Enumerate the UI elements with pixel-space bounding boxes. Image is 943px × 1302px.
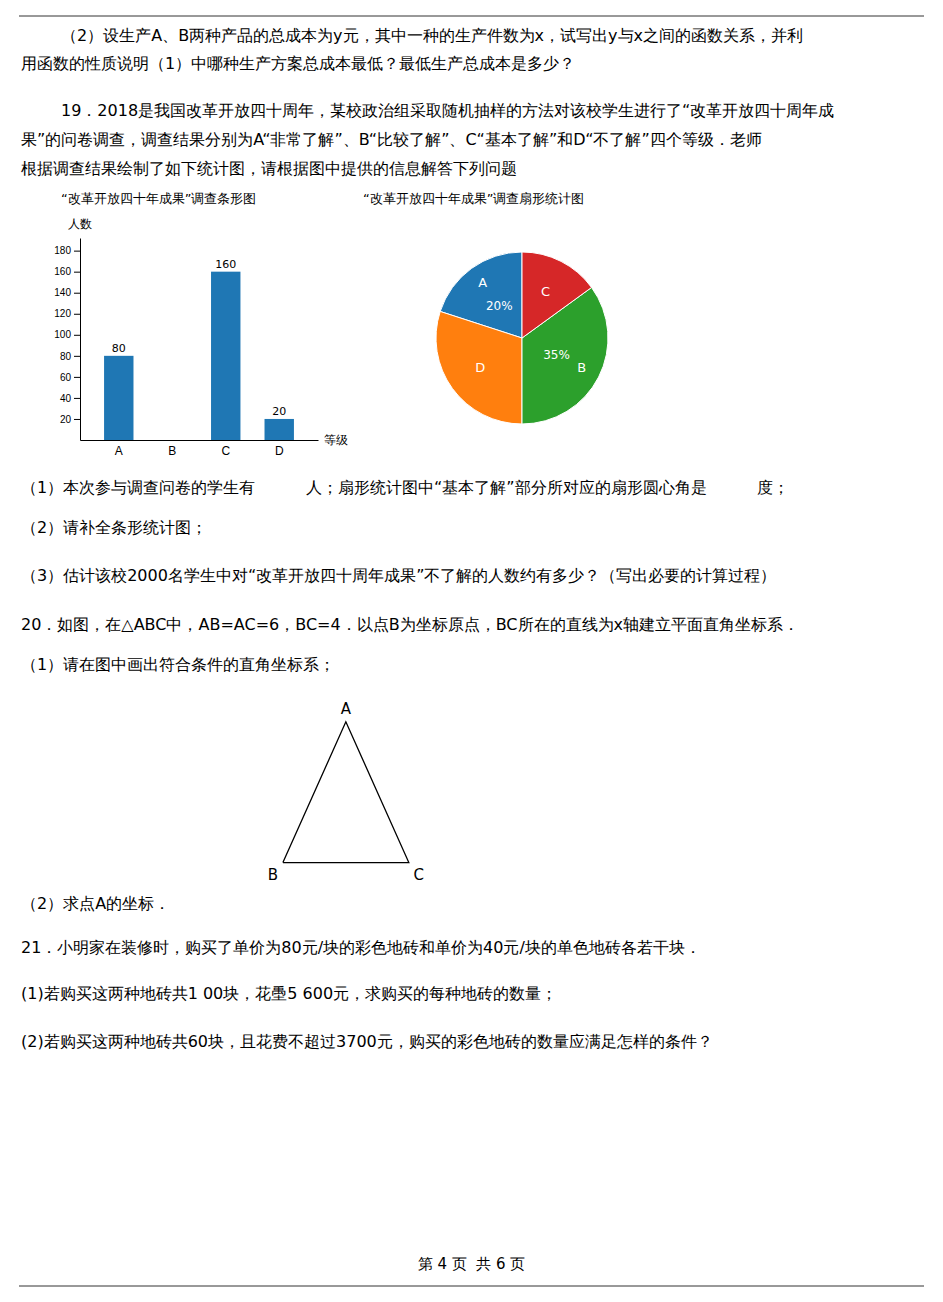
y-tick-label: 20 <box>60 414 72 425</box>
x-tick: B <box>168 444 176 458</box>
slice-value-label: 20% <box>486 299 513 313</box>
x-axis: A B C D <box>81 441 319 458</box>
footer: 第 4 页 共 6 页 <box>418 1255 526 1273</box>
y-tick-mark <box>74 314 80 315</box>
slices <box>436 252 608 424</box>
paragraph-text: 根据调查结果绘制了如下统计图，请根据图中提供的信息解答下列问题 <box>21 159 517 178</box>
y-tick-label: 80 <box>60 351 72 362</box>
x-axis-line <box>81 440 319 441</box>
pie-slice <box>522 252 592 338</box>
bottom-rule <box>19 1286 924 1287</box>
paragraph-text: （2）求点A的坐标． <box>21 894 170 913</box>
triangle-figure: A B C <box>268 700 424 884</box>
x-tick-label: D <box>275 444 284 458</box>
bars <box>104 272 294 440</box>
slice-category: D <box>475 360 485 375</box>
y-tick: 20 <box>60 414 80 425</box>
y-tick-mark <box>74 419 80 420</box>
paragraph-text: （1）本次参与调查问卷的学生有 人；扇形统计图中“基本了解”部分所对应的扇形圆心… <box>21 478 789 497</box>
y-tick-mark <box>74 272 80 273</box>
paragraph-text: 果”的问卷调查，调查结果分别为A“非常了解”、B“比较了解”、C“基本了解”和D… <box>21 130 762 149</box>
paragraph-text: 20．如图，在△ABC中，AB=AC=6，BC=4．以点B为坐标原点，BC所在的… <box>21 615 799 634</box>
slice-category: B <box>577 360 586 375</box>
y-tick-mark <box>74 356 80 357</box>
y-tick-label: 100 <box>54 329 71 340</box>
y-tick-label: 40 <box>60 393 72 404</box>
paragraph-text: （2）请补全条形统计图； <box>21 518 207 537</box>
y-tick-label: 140 <box>54 287 71 298</box>
y-tick-label: 120 <box>54 308 71 319</box>
page: （2）设生产A、B两种产品的总成本为y元，其中一种的生产件数为x，试写出y与x之… <box>0 0 943 1302</box>
x-axis-title: 等级 <box>324 433 348 447</box>
vertex-label: A <box>341 700 352 718</box>
y-tick-mark <box>74 293 80 294</box>
x-tick-label: C <box>221 444 230 458</box>
y-tick: 80 <box>60 351 80 362</box>
paragraph-text: 21．小明家在装修时，购买了单价为80元/块的彩色地砖和单价为40元/块的单色地… <box>21 938 701 957</box>
y-tick-label: 160 <box>54 266 71 277</box>
y-tick-mark <box>74 377 80 378</box>
paragraph-text: （1）请在图中画出符合条件的直角坐标系； <box>21 655 335 674</box>
paragraph-text: 用函数的性质说明（1）中哪种生产方案总成本最低？最低生产总成本是多少？ <box>21 54 575 73</box>
chart-title: “改革开放四十年成果”调查条形图 <box>61 191 256 206</box>
y-tick: 180 <box>54 245 80 256</box>
bar <box>158 440 187 441</box>
triangle <box>283 722 409 863</box>
y-tick-label: 180 <box>54 245 71 256</box>
vertex-label: C <box>414 866 424 884</box>
data-label: 80 <box>112 342 126 355</box>
slice-labels: A 20% D B 35% C <box>475 275 586 375</box>
y-axis-line <box>80 239 81 441</box>
y-tick: 120 <box>54 308 80 319</box>
y-axis-title: 人数 <box>68 217 92 231</box>
pie-chart: “改革开放四十年成果”调查扇形统计图 A 20% D B 35% C <box>363 191 608 424</box>
slice-category: A <box>478 275 487 290</box>
x-tick-label: B <box>168 444 176 458</box>
bar-chart: “改革开放四十年成果”调查条形图 20 40 60 80 100 120 140 160 180 A… <box>54 191 348 458</box>
top-rule <box>19 16 924 17</box>
slice-category: C <box>541 284 550 299</box>
data-labels: 80 160 20 <box>112 258 286 418</box>
paragraph-text: （2）设生产A、B两种产品的总成本为y元，其中一种的生产件数为x，试写出y与x之… <box>61 26 803 45</box>
x-tick: D <box>275 444 284 458</box>
x-tick: C <box>221 444 230 458</box>
y-axis: 20 40 60 80 100 120 140 160 180 <box>54 239 80 441</box>
paragraph-text: (2)若购买这两种地砖共60块，且花费不超过3700元，购买的彩色地砖的数量应满… <box>21 1032 713 1051</box>
x-tick-label: A <box>115 444 123 458</box>
y-tick-mark <box>74 251 80 252</box>
y-tick: 160 <box>54 266 80 277</box>
bar <box>211 272 240 440</box>
y-tick-label: 60 <box>60 372 72 383</box>
y-tick-mark <box>74 398 80 399</box>
bar <box>104 356 133 440</box>
y-tick: 100 <box>54 329 80 340</box>
y-tick: 40 <box>60 393 80 404</box>
paragraph-text: (1)若购买这两种地砖共1 00块，花㙑5 600元，求购买的每种地砖的数量； <box>21 984 557 1003</box>
chart-title: “改革开放四十年成果”调查扇形统计图 <box>363 191 584 206</box>
y-tick: 140 <box>54 287 80 298</box>
bar <box>265 419 294 440</box>
data-label: 20 <box>272 405 286 418</box>
x-tick: A <box>115 444 123 458</box>
y-tick: 60 <box>60 372 80 383</box>
y-tick-mark <box>74 335 80 336</box>
data-label: 160 <box>215 258 236 271</box>
paragraph-text: （3）估计该校2000名学生中对“改革开放四十周年成果”不了解的人数约有多少？（… <box>21 566 776 585</box>
pie-slice <box>436 311 522 424</box>
paragraph-text: 19．2018是我国改革开放四十周年，某校政治组采取随机抽样的方法对该校学生进行… <box>61 101 834 120</box>
slice-value-label: 35% <box>543 348 570 362</box>
vertex-label: B <box>268 866 278 884</box>
